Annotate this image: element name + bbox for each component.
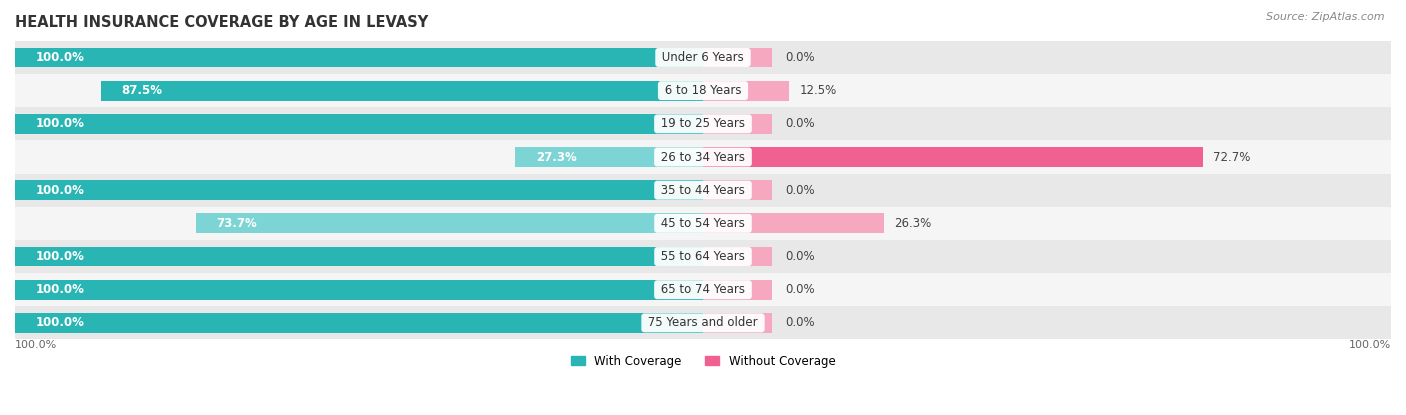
Text: 0.0%: 0.0%	[786, 250, 815, 263]
Text: 87.5%: 87.5%	[122, 84, 163, 97]
Bar	[703, 180, 772, 200]
Bar	[515, 147, 703, 167]
Text: Source: ZipAtlas.com: Source: ZipAtlas.com	[1267, 12, 1385, 22]
Text: 100.0%: 100.0%	[35, 316, 84, 330]
Text: 0.0%: 0.0%	[786, 316, 815, 330]
Text: 6 to 18 Years: 6 to 18 Years	[661, 84, 745, 97]
Text: 0.0%: 0.0%	[786, 117, 815, 130]
Text: 100.0%: 100.0%	[35, 250, 84, 263]
Bar	[101, 81, 703, 100]
Bar	[703, 147, 1204, 167]
Bar	[703, 280, 772, 300]
Bar	[703, 247, 772, 266]
Text: 100.0%: 100.0%	[15, 340, 58, 350]
Text: Under 6 Years: Under 6 Years	[658, 51, 748, 64]
Bar	[15, 240, 1391, 273]
Text: 100.0%: 100.0%	[35, 51, 84, 64]
Text: 55 to 64 Years: 55 to 64 Years	[657, 250, 749, 263]
Bar	[15, 313, 703, 333]
Bar	[15, 273, 1391, 306]
Text: 100.0%: 100.0%	[1348, 340, 1391, 350]
Bar	[15, 140, 1391, 173]
Text: 26.3%: 26.3%	[894, 217, 932, 230]
Text: 26 to 34 Years: 26 to 34 Years	[657, 151, 749, 164]
Bar	[15, 48, 703, 67]
Text: 100.0%: 100.0%	[35, 184, 84, 197]
Bar	[703, 213, 884, 233]
Text: 19 to 25 Years: 19 to 25 Years	[657, 117, 749, 130]
Bar	[15, 107, 1391, 140]
Text: 45 to 54 Years: 45 to 54 Years	[657, 217, 749, 230]
Bar	[15, 247, 703, 266]
Text: 72.7%: 72.7%	[1213, 151, 1251, 164]
Bar	[15, 74, 1391, 107]
Legend: With Coverage, Without Coverage: With Coverage, Without Coverage	[565, 350, 841, 372]
Bar	[195, 213, 703, 233]
Text: 27.3%: 27.3%	[536, 151, 576, 164]
Bar	[15, 180, 703, 200]
Bar	[15, 41, 1391, 74]
Bar	[703, 48, 772, 67]
Text: 100.0%: 100.0%	[35, 283, 84, 296]
Text: 73.7%: 73.7%	[217, 217, 257, 230]
Bar	[15, 173, 1391, 207]
Bar	[703, 114, 772, 134]
Bar	[703, 313, 772, 333]
Text: 12.5%: 12.5%	[800, 84, 837, 97]
Text: 0.0%: 0.0%	[786, 184, 815, 197]
Bar	[15, 114, 703, 134]
Text: 0.0%: 0.0%	[786, 283, 815, 296]
Text: 100.0%: 100.0%	[35, 117, 84, 130]
Text: 0.0%: 0.0%	[786, 51, 815, 64]
Bar	[703, 81, 789, 100]
Bar	[15, 280, 703, 300]
Text: 35 to 44 Years: 35 to 44 Years	[657, 184, 749, 197]
Text: 75 Years and older: 75 Years and older	[644, 316, 762, 330]
Text: 65 to 74 Years: 65 to 74 Years	[657, 283, 749, 296]
Bar	[15, 306, 1391, 339]
Bar	[15, 207, 1391, 240]
Text: HEALTH INSURANCE COVERAGE BY AGE IN LEVASY: HEALTH INSURANCE COVERAGE BY AGE IN LEVA…	[15, 15, 429, 30]
